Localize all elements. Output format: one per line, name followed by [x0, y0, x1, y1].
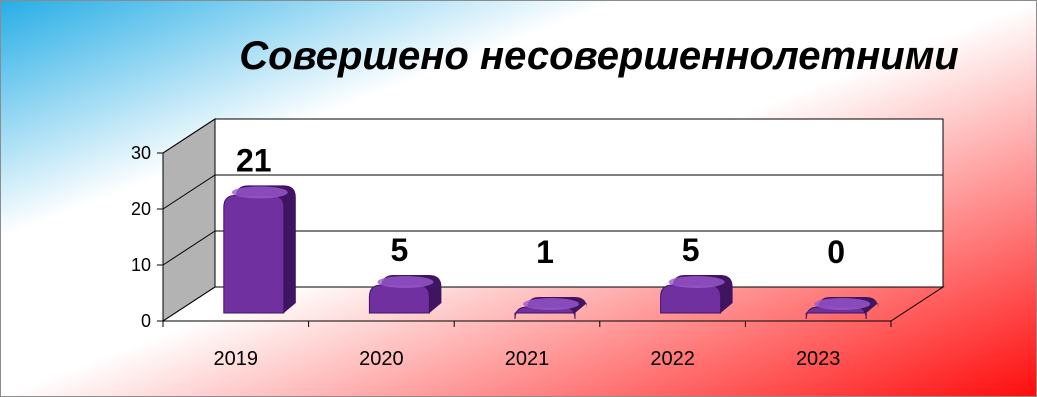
back-wall: [214, 118, 944, 288]
bar: [514, 297, 587, 320]
x-tick-label: 2022: [650, 348, 695, 370]
data-label: 21: [236, 142, 272, 178]
y-tick-label: 0: [141, 311, 151, 331]
chart-walls: [161, 118, 945, 322]
data-labels: 21 5 1 5 0: [236, 142, 845, 270]
bar-face: [368, 284, 430, 314]
axes: [157, 152, 892, 327]
data-label: 5: [682, 232, 700, 268]
data-label: 5: [391, 232, 409, 268]
bar-top: [377, 276, 434, 288]
gridline: [162, 230, 943, 266]
x-axis-labels: 2019 2020 2021 2022 2023: [214, 348, 841, 370]
x-tick-label: 2019: [214, 348, 259, 370]
bars: [223, 185, 879, 320]
y-tick-label: 30: [131, 143, 151, 163]
bar-face: [660, 284, 722, 314]
bar-face: [223, 194, 285, 314]
data-label: 0: [827, 234, 845, 270]
x-tick-label: 2020: [359, 348, 404, 370]
bar-top: [668, 276, 725, 288]
data-label: 1: [536, 234, 554, 270]
y-axis-ticks: 0 10 20 30: [131, 143, 151, 331]
bar: [223, 185, 296, 314]
y-tick-label: 10: [131, 255, 151, 275]
bar: [368, 275, 442, 314]
gridlines: [162, 118, 943, 266]
gridline: [162, 118, 943, 154]
gridline: [162, 174, 943, 210]
x-tick-label: 2023: [796, 348, 841, 370]
bar-top: [231, 186, 288, 199]
chart-title: Совершено несовершеннолетними: [239, 34, 958, 78]
x-tick-label: 2021: [505, 348, 550, 370]
side-wall: [162, 118, 216, 322]
y-tick-label: 20: [131, 199, 151, 219]
bar-top: [523, 298, 579, 310]
bar: [660, 275, 733, 314]
bar-top: [814, 298, 871, 310]
bar: [805, 297, 879, 320]
